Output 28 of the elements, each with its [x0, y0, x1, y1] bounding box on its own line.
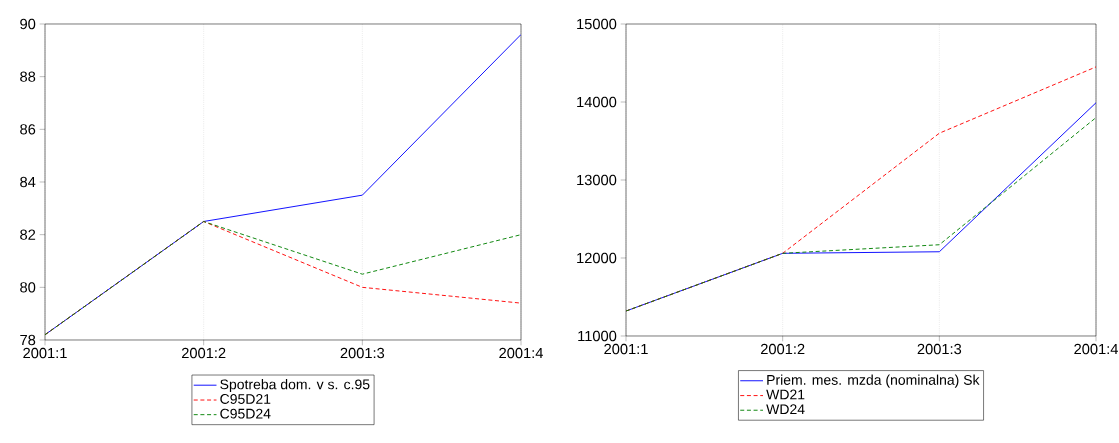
x-tick-label: 2001:4	[1074, 343, 1118, 355]
y-tick-label: 86	[20, 124, 36, 135]
x-tick-label: 2001:2	[760, 343, 805, 355]
legend-label: WD24	[766, 404, 805, 415]
y-tick-label: 88	[20, 71, 36, 82]
y-tick-label: 90	[20, 18, 36, 30]
legend-label: WD21	[766, 389, 805, 400]
x-tick-label: 2001:3	[340, 347, 385, 359]
legend-label: C95D21	[220, 394, 271, 404]
legend-label: Priem. mes. mzda (nominalna) Sk	[767, 374, 980, 388]
y-tick-label: 78	[20, 334, 36, 346]
y-tick-label: 14000	[577, 96, 617, 108]
y-tick-label: 12000	[577, 252, 617, 264]
x-tick-label: 2001:1	[604, 343, 648, 355]
y-tick-label: 11000	[578, 330, 617, 342]
y-tick-label: 82	[20, 229, 36, 240]
x-tick-label: 2001:1	[23, 347, 67, 359]
y-tick-label: 13000	[577, 174, 617, 186]
legend-label: C95D24	[220, 408, 271, 419]
y-tick-label: 80	[20, 282, 36, 293]
x-tick-label: 2001:4	[499, 347, 543, 359]
y-tick-label: 84	[20, 176, 36, 188]
x-tick-label: 2001:2	[181, 347, 226, 359]
legend-label: Spotreba dom. v s. c.95	[220, 379, 370, 393]
x-tick-label: 2001:3	[917, 343, 962, 355]
line-series	[45, 34, 521, 336]
y-tick-label: 15000	[577, 18, 617, 30]
line-series	[45, 221, 521, 336]
